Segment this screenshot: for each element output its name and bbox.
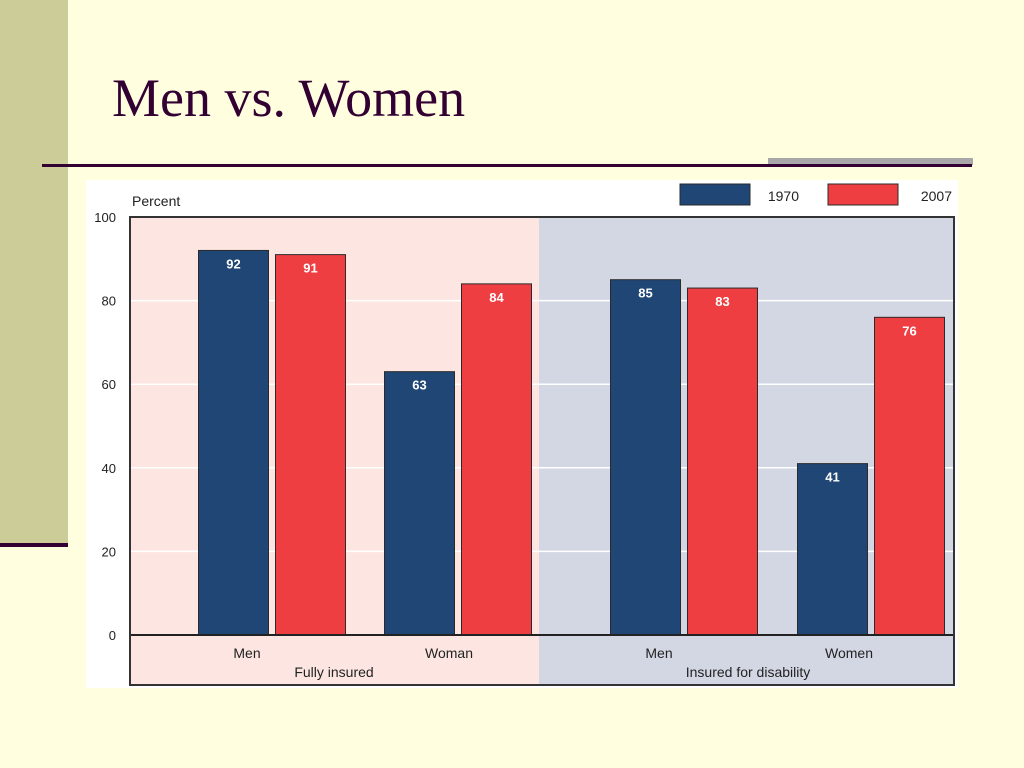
y-tick-label: 80 <box>102 294 116 309</box>
data-label: 41 <box>825 470 839 485</box>
data-label: 76 <box>902 323 916 338</box>
x-category-label: Men <box>233 645 260 661</box>
chart-container: 92 63 85 41 91 84 83 76 0 20 40 60 80 100 Men Woman Me… <box>86 180 958 688</box>
data-label: 91 <box>303 261 317 276</box>
legend-label-2007: 2007 <box>921 188 952 204</box>
plot-frame <box>129 216 955 686</box>
data-label: 85 <box>638 286 652 301</box>
bars: 92 63 85 41 91 84 83 76 <box>198 249 945 636</box>
title-rule-accent <box>768 158 973 165</box>
slide-title: Men vs. Women <box>112 68 466 128</box>
bar-2007-3 <box>874 316 945 636</box>
x-category-label: Men <box>645 645 672 661</box>
bar-2007-0 <box>275 254 346 636</box>
data-label: 84 <box>489 290 504 305</box>
side-accent-band <box>0 0 68 545</box>
bar-1970-0 <box>198 249 269 636</box>
legend-swatch-2007 <box>827 183 899 206</box>
data-label: 83 <box>715 294 729 309</box>
y-tick-labels: 0 20 40 60 80 100 <box>94 210 116 643</box>
x-group-label: Fully insured <box>294 664 373 680</box>
y-axis-label: Percent <box>132 193 180 209</box>
side-accent-line <box>0 543 68 547</box>
bar-1970-3 <box>797 463 868 636</box>
y-tick-label: 40 <box>102 461 116 476</box>
legend-swatch-1970 <box>679 183 751 206</box>
x-group-label: Insured for disability <box>686 664 811 680</box>
bar-1970-2 <box>610 279 681 636</box>
y-tick-label: 60 <box>102 377 116 392</box>
legend-label-1970: 1970 <box>768 188 799 204</box>
bar-1970-1 <box>384 371 455 636</box>
title-rule <box>42 164 972 167</box>
legend: 1970 2007 <box>679 183 952 206</box>
y-tick-label: 100 <box>94 210 116 225</box>
y-tick-label: 0 <box>109 628 116 643</box>
bar-2007-2 <box>687 287 758 636</box>
bar-2007-1 <box>461 283 532 636</box>
data-label: 63 <box>412 378 426 393</box>
y-tick-label: 20 <box>102 544 116 559</box>
data-label: 92 <box>226 256 240 271</box>
x-category-labels: Men Woman Men Women Fully insured Insured for… <box>233 645 873 680</box>
x-category-label: Woman <box>425 645 473 661</box>
x-category-label: Women <box>825 645 873 661</box>
